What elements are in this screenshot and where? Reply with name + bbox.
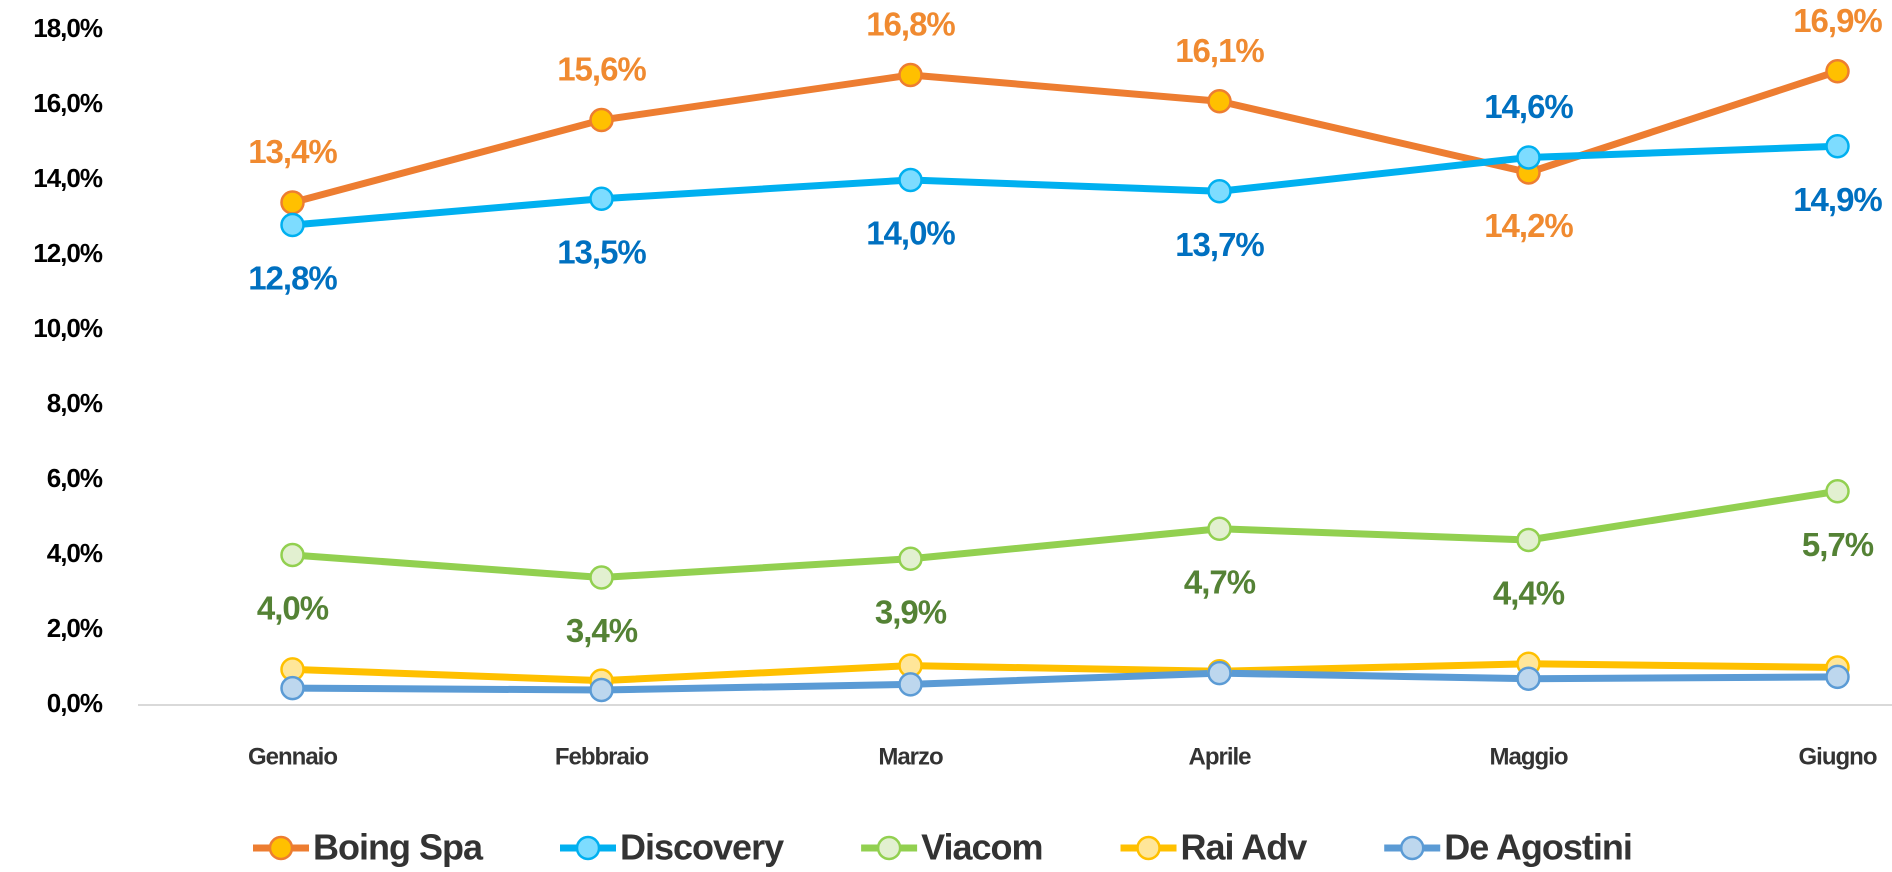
legend-marker <box>575 835 601 861</box>
y-tick-label: 2,0% <box>47 613 103 643</box>
marker <box>898 62 923 88</box>
marker <box>1516 145 1541 170</box>
data-label: 15,6% <box>557 51 646 88</box>
legend-label: Viacom <box>921 827 1042 868</box>
series-line <box>292 487 1839 581</box>
data-label: 4,7% <box>1184 563 1256 600</box>
y-tick-label: 14,0% <box>33 163 103 193</box>
legend-marker <box>1136 835 1161 861</box>
marker <box>1825 134 1850 159</box>
data-label: 16,1% <box>1175 32 1264 69</box>
x-tick-label: Febbraio <box>555 743 649 770</box>
y-tick-label: 6,0% <box>47 463 103 493</box>
legend-marker <box>268 835 294 861</box>
data-label: 16,9% <box>1793 2 1882 39</box>
x-tick-label: Gennaio <box>248 743 337 770</box>
x-tick-label: Marzo <box>878 743 943 770</box>
data-label: 3,4% <box>566 612 638 649</box>
data-label: 5,7% <box>1802 526 1874 563</box>
series-line <box>292 142 1838 229</box>
marker <box>589 565 614 590</box>
legend-marker <box>1399 835 1425 861</box>
y-tick-label: 16,0% <box>33 88 103 118</box>
legend-label: De Agostini <box>1444 827 1632 868</box>
series-line <box>292 669 1838 694</box>
y-tick-label: 12,0% <box>33 238 103 268</box>
marker <box>1207 660 1232 686</box>
marker <box>1516 666 1541 691</box>
marker <box>280 212 305 238</box>
x-tick-label: Aprile <box>1188 743 1251 770</box>
marker <box>280 190 305 215</box>
marker <box>589 186 614 211</box>
marker <box>1207 516 1232 541</box>
marker <box>280 542 305 568</box>
y-tick-label: 0,0% <box>47 688 103 718</box>
marker <box>898 672 923 697</box>
data-label: 13,5% <box>557 233 646 270</box>
marker <box>1825 664 1850 690</box>
marker <box>1825 479 1850 504</box>
legend-label: Discovery <box>620 827 784 868</box>
series-line <box>292 660 1838 685</box>
data-label: 4,4% <box>1493 575 1565 612</box>
marker <box>1516 527 1541 553</box>
marker <box>1207 179 1232 204</box>
y-tick-label: 10,0% <box>33 313 103 343</box>
marker <box>898 167 923 193</box>
y-tick-label: 18,0% <box>33 13 103 43</box>
data-label: 12,8% <box>248 260 337 297</box>
legend-label: Rai Adv <box>1181 827 1308 868</box>
marker <box>1207 89 1232 114</box>
marker <box>898 546 923 571</box>
data-label: 14,2% <box>1484 207 1573 244</box>
data-label: 16,8% <box>866 6 955 43</box>
marker <box>589 107 614 133</box>
y-tick-label: 4,0% <box>47 538 103 568</box>
marker <box>1825 59 1850 84</box>
data-label: 14,0% <box>866 215 955 252</box>
data-label: 13,4% <box>248 133 337 170</box>
data-label: 14,6% <box>1484 88 1573 125</box>
data-label: 3,9% <box>875 593 947 630</box>
marker <box>589 677 614 703</box>
x-tick-label: Giugno <box>1799 743 1877 770</box>
legend-marker <box>876 835 902 861</box>
legend-label: Boing Spa <box>313 827 484 868</box>
y-tick-label: 8,0% <box>47 388 103 418</box>
marker <box>280 675 305 701</box>
data-label: 14,9% <box>1793 181 1882 218</box>
x-tick-label: Maggio <box>1490 743 1568 770</box>
data-label: 4,0% <box>257 590 329 627</box>
data-label: 13,7% <box>1175 226 1264 263</box>
